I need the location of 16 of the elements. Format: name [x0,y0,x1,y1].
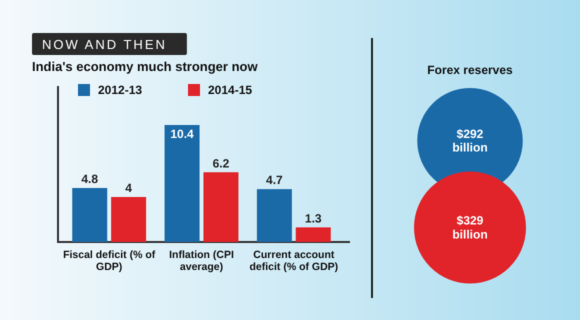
chart-title: NOW AND THEN [42,37,167,52]
legend-label: 2012-13 [98,83,142,97]
data-label: 4 [125,181,132,195]
text: Forex reserves [427,63,514,77]
x-tick-label: Inflation (CPI average) [169,249,234,274]
legend-label: 2014-15 [208,83,252,97]
x-tick-label: Fiscal deficit (% of GDP) [63,249,156,274]
data-label: $329 billion [452,214,488,242]
x-tick-label: Current account deficit (% of GDP) [249,249,338,274]
data-label: 10.4 [170,127,194,141]
data-label: 4.8 [81,172,98,186]
data-label: $292 billion [452,126,488,155]
chart-subtitle: India's economy much stronger now [32,59,258,74]
data-label: 1.3 [304,211,322,226]
data-label: 4.7 [266,173,284,188]
data-label: 6.2 [212,156,230,170]
